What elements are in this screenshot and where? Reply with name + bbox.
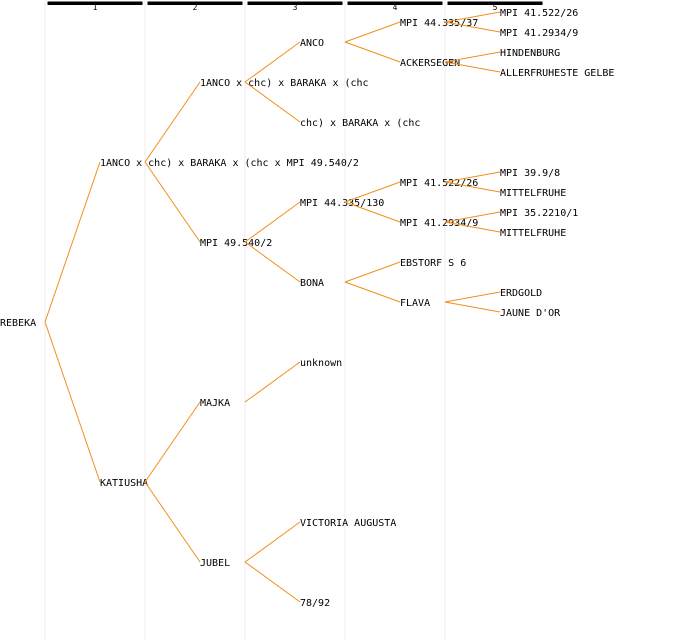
pedigree-node-gen-3: JUBEL <box>200 558 230 569</box>
pedigree-edge <box>444 291 501 303</box>
pedigree-edge <box>144 81 201 163</box>
pedigree-node-gen-6: JAUNE D'OR <box>500 308 561 319</box>
pedigree-edge <box>144 161 201 243</box>
pedigree-node-gen-6: MPI 39.9/8 <box>500 168 560 179</box>
pedigree-edge <box>144 401 201 483</box>
pedigree-edge <box>444 51 501 63</box>
generation-label: 5 <box>493 3 498 12</box>
pedigree-node-gen-6: ALLERFRUHESTE GELBE <box>500 68 614 79</box>
pedigree-edge <box>44 321 101 483</box>
pedigree-edge <box>344 261 401 283</box>
pedigree-node-gen-6: MPI 41.2934/9 <box>500 28 578 39</box>
pedigree-edge <box>444 171 501 183</box>
generation-label: 1 <box>93 3 98 12</box>
pedigree-edge <box>244 521 301 563</box>
pedigree-node-gen-5: MPI 41.522/26 <box>400 178 478 189</box>
pedigree-edge <box>244 201 301 243</box>
pedigree-node-gen-2: 1ANCO x chc) x BARAKA x (chc x MPI 49.54… <box>100 158 359 169</box>
pedigree-edge <box>344 201 401 223</box>
pedigree-node-gen-4: BONA <box>300 278 324 289</box>
pedigree-edge <box>444 221 501 233</box>
generation-label: 4 <box>393 3 398 12</box>
generation-bracket <box>347 1 443 5</box>
pedigree-node-gen-3: MAJKA <box>200 398 230 409</box>
pedigree-edge <box>444 211 501 223</box>
pedigree-edge <box>244 81 301 123</box>
pedigree-node-gen-4: VICTORIA AUGUSTA <box>300 518 396 529</box>
pedigree-node-gen-3: 1ANCO x chc) x BARAKA x (chc <box>200 78 369 89</box>
pedigree-node-gen-4: unknown <box>300 358 342 369</box>
pedigree-edge <box>444 11 501 23</box>
pedigree-node-gen-6: MITTELFRUHE <box>500 188 566 199</box>
pedigree-edge <box>244 561 301 603</box>
pedigree-edge <box>344 41 401 63</box>
generation-label: 2 <box>193 3 198 12</box>
pedigree-edge <box>144 481 201 563</box>
pedigree-node-gen-5: MPI 44.335/37 <box>400 18 478 29</box>
pedigree-edge <box>444 61 501 73</box>
pedigree-edge <box>444 301 501 313</box>
pedigree-edge <box>444 21 501 33</box>
pedigree-node-gen-6: HINDENBURG <box>500 48 560 59</box>
generation-bracket <box>147 1 243 5</box>
pedigree-node-gen-5: ACKERSEGEN <box>400 58 460 69</box>
generation-label: 3 <box>293 3 298 12</box>
pedigree-node-gen-5: FLAVA <box>400 298 430 309</box>
pedigree-edge <box>344 181 401 203</box>
pedigree-edge <box>344 281 401 303</box>
pedigree-node-gen-5: MPI 41.2934/9 <box>400 218 478 229</box>
pedigree-edge <box>344 21 401 43</box>
pedigree-edge <box>244 361 301 403</box>
pedigree-node-gen-6: ERDGOLD <box>500 288 542 299</box>
pedigree-node-gen-4: ANCO <box>300 38 324 49</box>
pedigree-edge <box>44 161 101 323</box>
generation-bracket <box>47 1 143 5</box>
pedigree-node-gen-4: MPI 44.335/130 <box>300 198 384 209</box>
pedigree-node-gen-6: MPI 41.522/26 <box>500 8 578 19</box>
pedigree-node-gen-2: KATIUSHA <box>100 478 148 489</box>
generation-bracket <box>447 1 543 5</box>
generation-bracket <box>247 1 343 5</box>
pedigree-node-gen-1: REBEKA <box>0 318 36 329</box>
pedigree-node-gen-4: chc) x BARAKA x (chc <box>300 118 420 129</box>
pedigree-edge <box>244 241 301 283</box>
pedigree-node-gen-6: MPI 35.2210/1 <box>500 208 578 219</box>
pedigree-edge <box>444 181 501 193</box>
pedigree-node-gen-5: EBSTORF S 6 <box>400 258 466 269</box>
pedigree-node-gen-4: 78/92 <box>300 598 330 609</box>
pedigree-node-gen-3: MPI 49.540/2 <box>200 238 272 249</box>
pedigree-node-gen-6: MITTELFRUHE <box>500 228 566 239</box>
pedigree-edge <box>244 41 301 83</box>
